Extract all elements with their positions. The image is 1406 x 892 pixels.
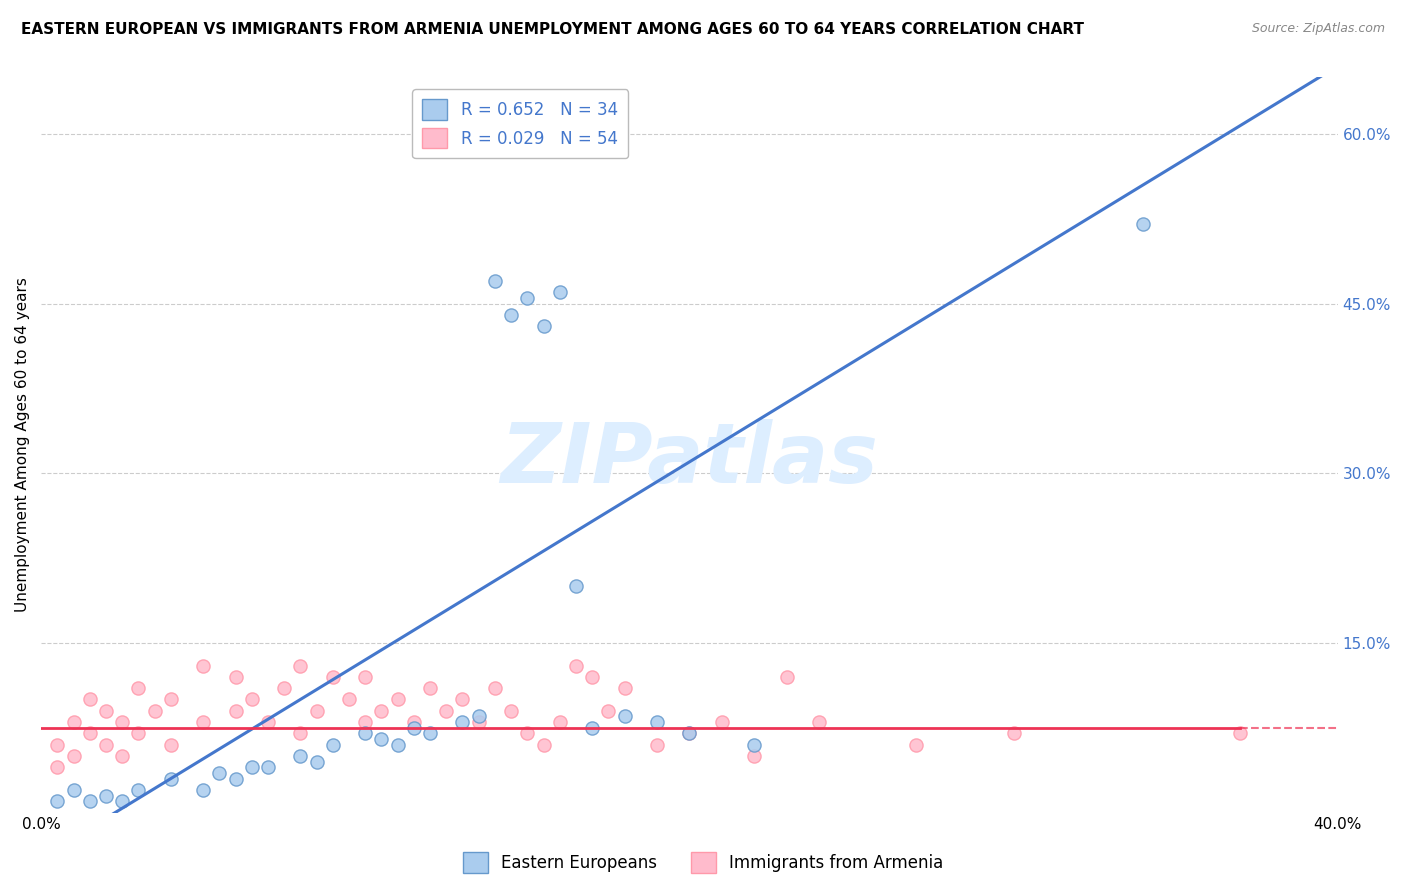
Point	[645, 714, 668, 729]
Point	[111, 749, 134, 764]
Point	[467, 714, 489, 729]
Point	[1229, 726, 1251, 740]
Point	[484, 681, 506, 695]
Point	[46, 738, 69, 752]
Point	[240, 692, 263, 706]
Point	[62, 714, 84, 729]
Point	[1132, 218, 1154, 232]
Point	[678, 726, 700, 740]
Point	[742, 749, 765, 764]
Point	[808, 714, 831, 729]
Point	[240, 760, 263, 774]
Point	[322, 670, 344, 684]
Point	[354, 670, 377, 684]
Point	[290, 749, 312, 764]
Point	[581, 670, 603, 684]
Point	[257, 760, 280, 774]
Point	[322, 738, 344, 752]
Point	[501, 704, 523, 718]
Point	[127, 681, 149, 695]
Point	[419, 681, 441, 695]
Point	[225, 704, 247, 718]
Point	[548, 714, 571, 729]
Point	[111, 714, 134, 729]
Point	[79, 726, 101, 740]
Point	[159, 772, 181, 786]
Point	[598, 704, 620, 718]
Point	[111, 794, 134, 808]
Point	[451, 714, 474, 729]
Legend: R = 0.652   N = 34, R = 0.029   N = 54: R = 0.652 N = 34, R = 0.029 N = 54	[412, 89, 628, 159]
Point	[290, 726, 312, 740]
Point	[193, 783, 215, 797]
Point	[225, 670, 247, 684]
Point	[159, 692, 181, 706]
Point	[193, 658, 215, 673]
Point	[225, 772, 247, 786]
Point	[516, 291, 538, 305]
Point	[46, 794, 69, 808]
Point	[387, 738, 409, 752]
Point	[742, 738, 765, 752]
Point	[402, 721, 425, 735]
Point	[533, 319, 555, 334]
Point	[208, 766, 231, 780]
Point	[94, 704, 117, 718]
Point	[402, 714, 425, 729]
Point	[337, 692, 360, 706]
Point	[613, 681, 636, 695]
Point	[613, 709, 636, 723]
Point	[354, 714, 377, 729]
Point	[451, 692, 474, 706]
Text: ZIPatlas: ZIPatlas	[501, 419, 879, 500]
Point	[46, 760, 69, 774]
Point	[127, 783, 149, 797]
Point	[710, 714, 733, 729]
Point	[467, 709, 489, 723]
Point	[290, 658, 312, 673]
Point	[305, 704, 328, 718]
Point	[62, 749, 84, 764]
Point	[484, 274, 506, 288]
Point	[548, 285, 571, 300]
Point	[62, 783, 84, 797]
Text: EASTERN EUROPEAN VS IMMIGRANTS FROM ARMENIA UNEMPLOYMENT AMONG AGES 60 TO 64 YEA: EASTERN EUROPEAN VS IMMIGRANTS FROM ARME…	[21, 22, 1084, 37]
Point	[775, 670, 797, 684]
Point	[159, 738, 181, 752]
Point	[305, 755, 328, 769]
Point	[581, 721, 603, 735]
Point	[565, 579, 588, 593]
Text: Source: ZipAtlas.com: Source: ZipAtlas.com	[1251, 22, 1385, 36]
Point	[94, 789, 117, 803]
Point	[678, 726, 700, 740]
Point	[645, 738, 668, 752]
Point	[501, 308, 523, 322]
Point	[257, 714, 280, 729]
Point	[193, 714, 215, 729]
Point	[354, 726, 377, 740]
Point	[387, 692, 409, 706]
Point	[127, 726, 149, 740]
Point	[79, 794, 101, 808]
Point	[143, 704, 166, 718]
Point	[370, 704, 392, 718]
Point	[565, 658, 588, 673]
Point	[419, 726, 441, 740]
Point	[273, 681, 295, 695]
Point	[516, 726, 538, 740]
Point	[434, 704, 457, 718]
Point	[94, 738, 117, 752]
Point	[1002, 726, 1025, 740]
Y-axis label: Unemployment Among Ages 60 to 64 years: Unemployment Among Ages 60 to 64 years	[15, 277, 30, 613]
Point	[79, 692, 101, 706]
Point	[905, 738, 928, 752]
Point	[533, 738, 555, 752]
Point	[370, 732, 392, 747]
Legend: Eastern Europeans, Immigrants from Armenia: Eastern Europeans, Immigrants from Armen…	[456, 846, 950, 880]
